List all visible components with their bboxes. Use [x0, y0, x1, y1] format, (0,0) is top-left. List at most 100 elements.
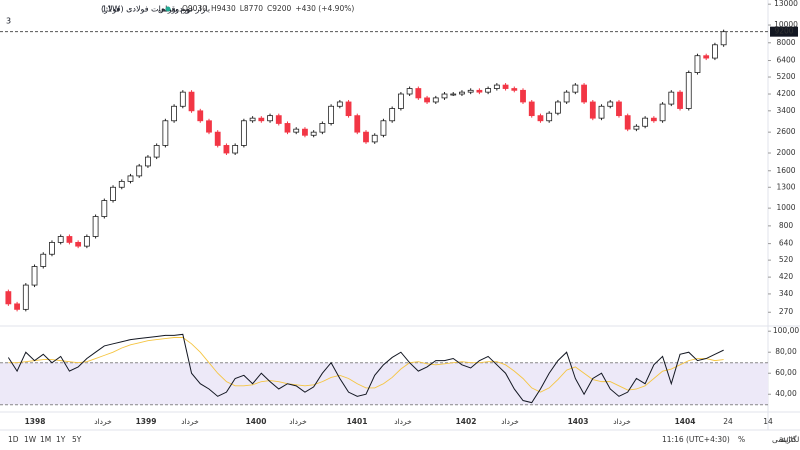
candle-body [467, 89, 474, 93]
candle-body [22, 284, 29, 310]
y-tick-label: 2000 [776, 148, 795, 157]
range-button[interactable]: 1D [8, 435, 19, 444]
candle-body [31, 266, 38, 286]
candle-body [188, 91, 195, 112]
candle-body [363, 131, 369, 143]
indicator-line [8, 337, 724, 393]
range-button[interactable]: 1Y [56, 435, 66, 444]
candle-body [476, 89, 483, 93]
y-tick-label: 40,00 [775, 389, 797, 398]
last-price-box [770, 26, 798, 37]
candle-body [607, 101, 614, 107]
y-tick-label: 80,00 [775, 347, 797, 356]
candle-body [345, 101, 352, 117]
x-tick-label: خرداد [394, 417, 412, 426]
candle-body [694, 55, 701, 73]
y-tick-label: 800 [779, 221, 794, 230]
candle-body [598, 105, 605, 119]
y-tick-label: 340 [779, 289, 794, 298]
candle-body [528, 101, 535, 117]
ohlc-value: C9200 [267, 4, 292, 13]
x-tick-label: خرداد [289, 417, 307, 426]
candle-body [563, 91, 570, 103]
indicator-toggle[interactable]: 3 [6, 17, 11, 26]
candle-body [275, 115, 282, 124]
candle-body [118, 180, 125, 188]
x-tick-label: خرداد [501, 417, 519, 426]
candle-body [310, 131, 317, 136]
candle-body [240, 120, 247, 146]
candle-body [49, 241, 55, 255]
candle-body [441, 93, 448, 99]
exchange: بازار دوم بورس [158, 5, 210, 14]
candle-body [677, 91, 683, 109]
candle-body [83, 236, 90, 247]
log-toggle[interactable]: لگاریتمی [772, 435, 799, 444]
interval[interactable]: 11W [102, 5, 120, 14]
candle-body [249, 117, 256, 122]
y-tick-label: 4200 [776, 89, 795, 98]
range-button[interactable]: 1W [24, 435, 37, 444]
candle-body [319, 123, 326, 133]
symbol-title[interactable]: نوردوقطعات فولادی (فولاژ) [101, 5, 193, 14]
candle-body [520, 89, 526, 103]
candle-body [101, 200, 108, 217]
candle-body [92, 216, 99, 237]
candle-body [650, 117, 657, 122]
candle-body [712, 44, 718, 59]
candle-body [493, 84, 500, 89]
candle-body [485, 88, 492, 93]
ohlc-value: +430 (+4.90%) [295, 4, 354, 13]
candle-body [685, 72, 692, 109]
x-tick-label: 1398 [25, 417, 46, 426]
range-button[interactable]: 5Y [72, 435, 82, 444]
candle-body [720, 31, 727, 46]
candle-body [75, 241, 82, 247]
y-tick-label: 60,00 [775, 368, 797, 377]
candle-body [668, 91, 675, 105]
candle-body [546, 112, 553, 122]
x-tick-label: خرداد [94, 417, 112, 426]
ohlc-value: L8770 [240, 4, 263, 13]
percent-toggle[interactable]: % [738, 435, 745, 444]
x-tick-label: 1402 [456, 417, 477, 426]
candle-body [179, 91, 186, 107]
candle-body [659, 103, 666, 122]
candle-body [424, 97, 430, 103]
candle-body [267, 115, 273, 122]
status-dot [165, 6, 171, 12]
y-tick-label: 5200 [776, 72, 795, 81]
candle-body [432, 97, 439, 103]
candle-body [284, 123, 291, 133]
y-tick-label: 640 [779, 239, 794, 248]
candle-body [555, 101, 561, 114]
y-tick-label: 1300 [776, 182, 795, 191]
candle-body [110, 186, 116, 201]
auto-toggle[interactable]: auto [779, 435, 796, 444]
candle-body [537, 115, 544, 122]
candle-body [153, 145, 160, 158]
candle-body [145, 156, 151, 167]
candle-body [415, 88, 422, 99]
x-tick-label: 1399 [136, 417, 157, 426]
candle-body [642, 117, 649, 127]
candle-body [589, 101, 596, 119]
candle-body [136, 165, 143, 177]
candle-body [57, 236, 64, 243]
indicator-line [7, 333, 724, 404]
candle-body [581, 84, 587, 103]
candle-body [293, 128, 300, 133]
y-tick-label: 3400 [776, 106, 795, 115]
candle-body [616, 101, 622, 117]
y-tick-label: 8000 [776, 38, 795, 47]
y-tick-label: 1600 [776, 166, 795, 175]
candle-body [354, 115, 361, 133]
range-button[interactable]: 1M [40, 435, 51, 444]
candle-body [572, 84, 579, 93]
last-price-label: 9200 [774, 27, 793, 36]
candle-body [371, 134, 378, 143]
candle-body [703, 55, 710, 59]
candle-body [302, 128, 308, 136]
candle-body [511, 88, 518, 91]
